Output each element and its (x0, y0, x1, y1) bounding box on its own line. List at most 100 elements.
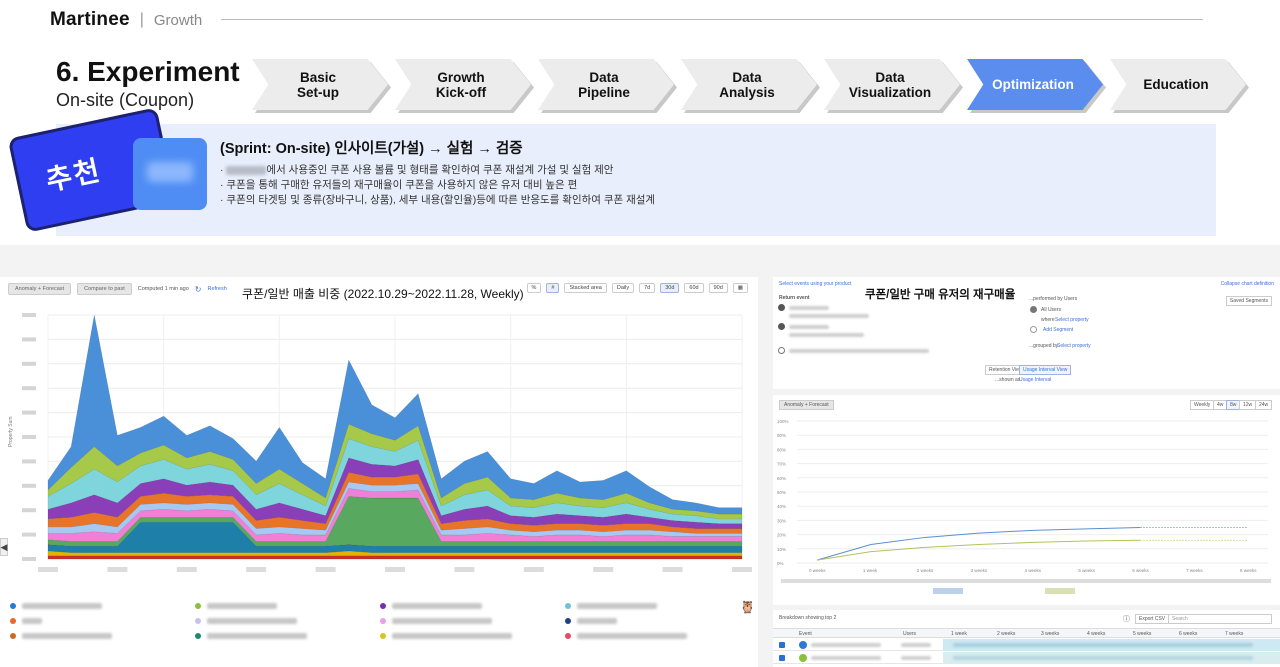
legend-swatch-blue[interactable] (933, 588, 963, 594)
legend-item[interactable] (380, 614, 565, 628)
where-label: where (1041, 317, 1055, 323)
add-event-icon[interactable] (778, 347, 785, 354)
percent-toggle[interactable]: % (526, 283, 542, 293)
legend-item[interactable] (195, 599, 380, 613)
legend-label (207, 603, 277, 609)
col-event[interactable]: Event (799, 631, 812, 637)
col-4w[interactable]: 4 weeks (1087, 631, 1106, 637)
legend-label (22, 618, 42, 624)
y-tick-label: 20% (777, 533, 786, 538)
legend-item[interactable] (10, 599, 195, 613)
range-30d[interactable]: 30d (660, 283, 680, 293)
legend-item[interactable] (195, 629, 380, 643)
anomaly-forecast-button[interactable]: Anomaly + Forecast (8, 283, 72, 295)
area-series-4[interactable] (47, 488, 743, 542)
col-users[interactable]: Users (903, 631, 917, 637)
x-tick-label: 7 weeks (1186, 568, 1203, 573)
row-checkbox[interactable] (779, 642, 785, 648)
legend-swatch (565, 633, 571, 639)
range-90d[interactable]: 90d (708, 283, 728, 293)
x-tick-label (454, 567, 475, 572)
col-2w[interactable]: 2 weeks (997, 631, 1016, 637)
legend-item[interactable] (10, 614, 195, 628)
retention-anomaly-button[interactable]: Anomaly + Forecast (779, 400, 834, 410)
legend-swatch (195, 618, 201, 624)
add-segment-link[interactable]: Add Segment (1043, 327, 1074, 333)
range-7d[interactable]: 7d (639, 283, 656, 293)
y-axis-label: Property Sum (8, 416, 14, 447)
interval-select[interactable]: Daily (611, 283, 635, 293)
area-series-1[interactable] (47, 550, 743, 557)
page-subtitle: On-site (Coupon) (56, 90, 195, 110)
add-segment-icon[interactable] (1030, 326, 1037, 333)
area-series-6[interactable] (47, 472, 743, 534)
col-1w[interactable]: 1 week (951, 631, 967, 637)
legend-item[interactable] (195, 614, 380, 628)
area-series-8[interactable] (47, 438, 743, 524)
y-tick-label: 70% (777, 462, 786, 467)
table-search-input[interactable]: Search (1168, 614, 1272, 624)
legend-item[interactable] (565, 629, 750, 643)
chart-toolbar: Anomaly + Forecast Compare to past Compu… (8, 283, 227, 295)
legend-swatch-green[interactable] (1045, 588, 1075, 594)
legend-item[interactable] (380, 629, 565, 643)
calendar-icon[interactable]: ▦ (732, 283, 748, 293)
chart-type-select[interactable]: Stacked area (564, 283, 607, 293)
area-series-10[interactable] (47, 314, 743, 515)
retention-interval-select[interactable]: Weekly (1190, 400, 1215, 410)
step-growth-kickoff: Growth Kick-off (395, 59, 534, 113)
col-5w[interactable]: 5 weeks (1133, 631, 1152, 637)
col-6w[interactable]: 6 weeks (1179, 631, 1198, 637)
refresh-link[interactable]: Refresh (207, 286, 227, 292)
table-row[interactable] (773, 652, 1280, 664)
usage-interval-view-tab[interactable]: Usage Interval View (1019, 365, 1072, 375)
select-events-link[interactable]: Select events using your product (779, 281, 852, 287)
legend-label (392, 618, 492, 624)
step-a-icon (778, 304, 785, 311)
header-divider (221, 19, 1203, 20)
prev-arrow-icon[interactable]: ◀ (0, 538, 8, 556)
count-toggle[interactable]: # (546, 283, 560, 293)
retention-line-0[interactable] (816, 527, 1141, 561)
step-b-icon (778, 323, 785, 330)
y-tick-label (22, 313, 36, 317)
table-row[interactable] (773, 639, 1280, 651)
area-series-0[interactable] (47, 555, 743, 560)
legend-swatch (195, 603, 201, 609)
select-group-link[interactable]: Select property (1057, 343, 1091, 349)
step-data-pipeline: Data Pipeline (538, 59, 677, 113)
range-60d[interactable]: 60d (684, 283, 704, 293)
legend-label (22, 633, 112, 639)
legend-item[interactable] (380, 599, 565, 613)
area-series-9[interactable] (47, 423, 743, 520)
area-series-2[interactable] (47, 521, 743, 553)
badge-label: 추천 (43, 154, 105, 197)
select-property-link[interactable]: Select property (1055, 317, 1089, 323)
refresh-icon[interactable]: ↻ (194, 284, 202, 294)
legend-row (10, 599, 750, 613)
legend-swatch (380, 618, 386, 624)
retention-line-1[interactable] (816, 539, 1141, 561)
legend-item[interactable] (565, 599, 750, 613)
row-checkbox[interactable] (779, 655, 785, 661)
area-series-5[interactable] (47, 481, 743, 537)
step-label: Data Analysis (719, 69, 775, 100)
area-series-7[interactable] (47, 457, 743, 529)
x-tick-label (107, 567, 128, 572)
col-7w[interactable]: 7 weeks (1225, 631, 1244, 637)
y-tick-label (22, 361, 36, 366)
shown-as-select[interactable]: Usage Interval (1019, 377, 1052, 383)
col-3w[interactable]: 3 weeks (1041, 631, 1060, 637)
x-tick-label (732, 567, 752, 572)
saved-segments-button[interactable]: Saved Segments (1225, 296, 1272, 306)
legend-item[interactable] (565, 614, 750, 628)
legend-item[interactable] (10, 629, 195, 643)
title-block: 6. Experiment On-site (Coupon) (56, 56, 240, 111)
range-12w[interactable]: 12w (1239, 400, 1257, 410)
export-csv-button[interactable]: Export CSV (1135, 614, 1170, 624)
y-tick-label (22, 386, 36, 391)
scrollbar[interactable] (781, 579, 1271, 583)
collapse-definition-link[interactable]: Collapse chart definition (1220, 281, 1274, 287)
range-24w[interactable]: 24w (1255, 400, 1273, 410)
compare-past-button[interactable]: Compare to past (77, 283, 132, 295)
